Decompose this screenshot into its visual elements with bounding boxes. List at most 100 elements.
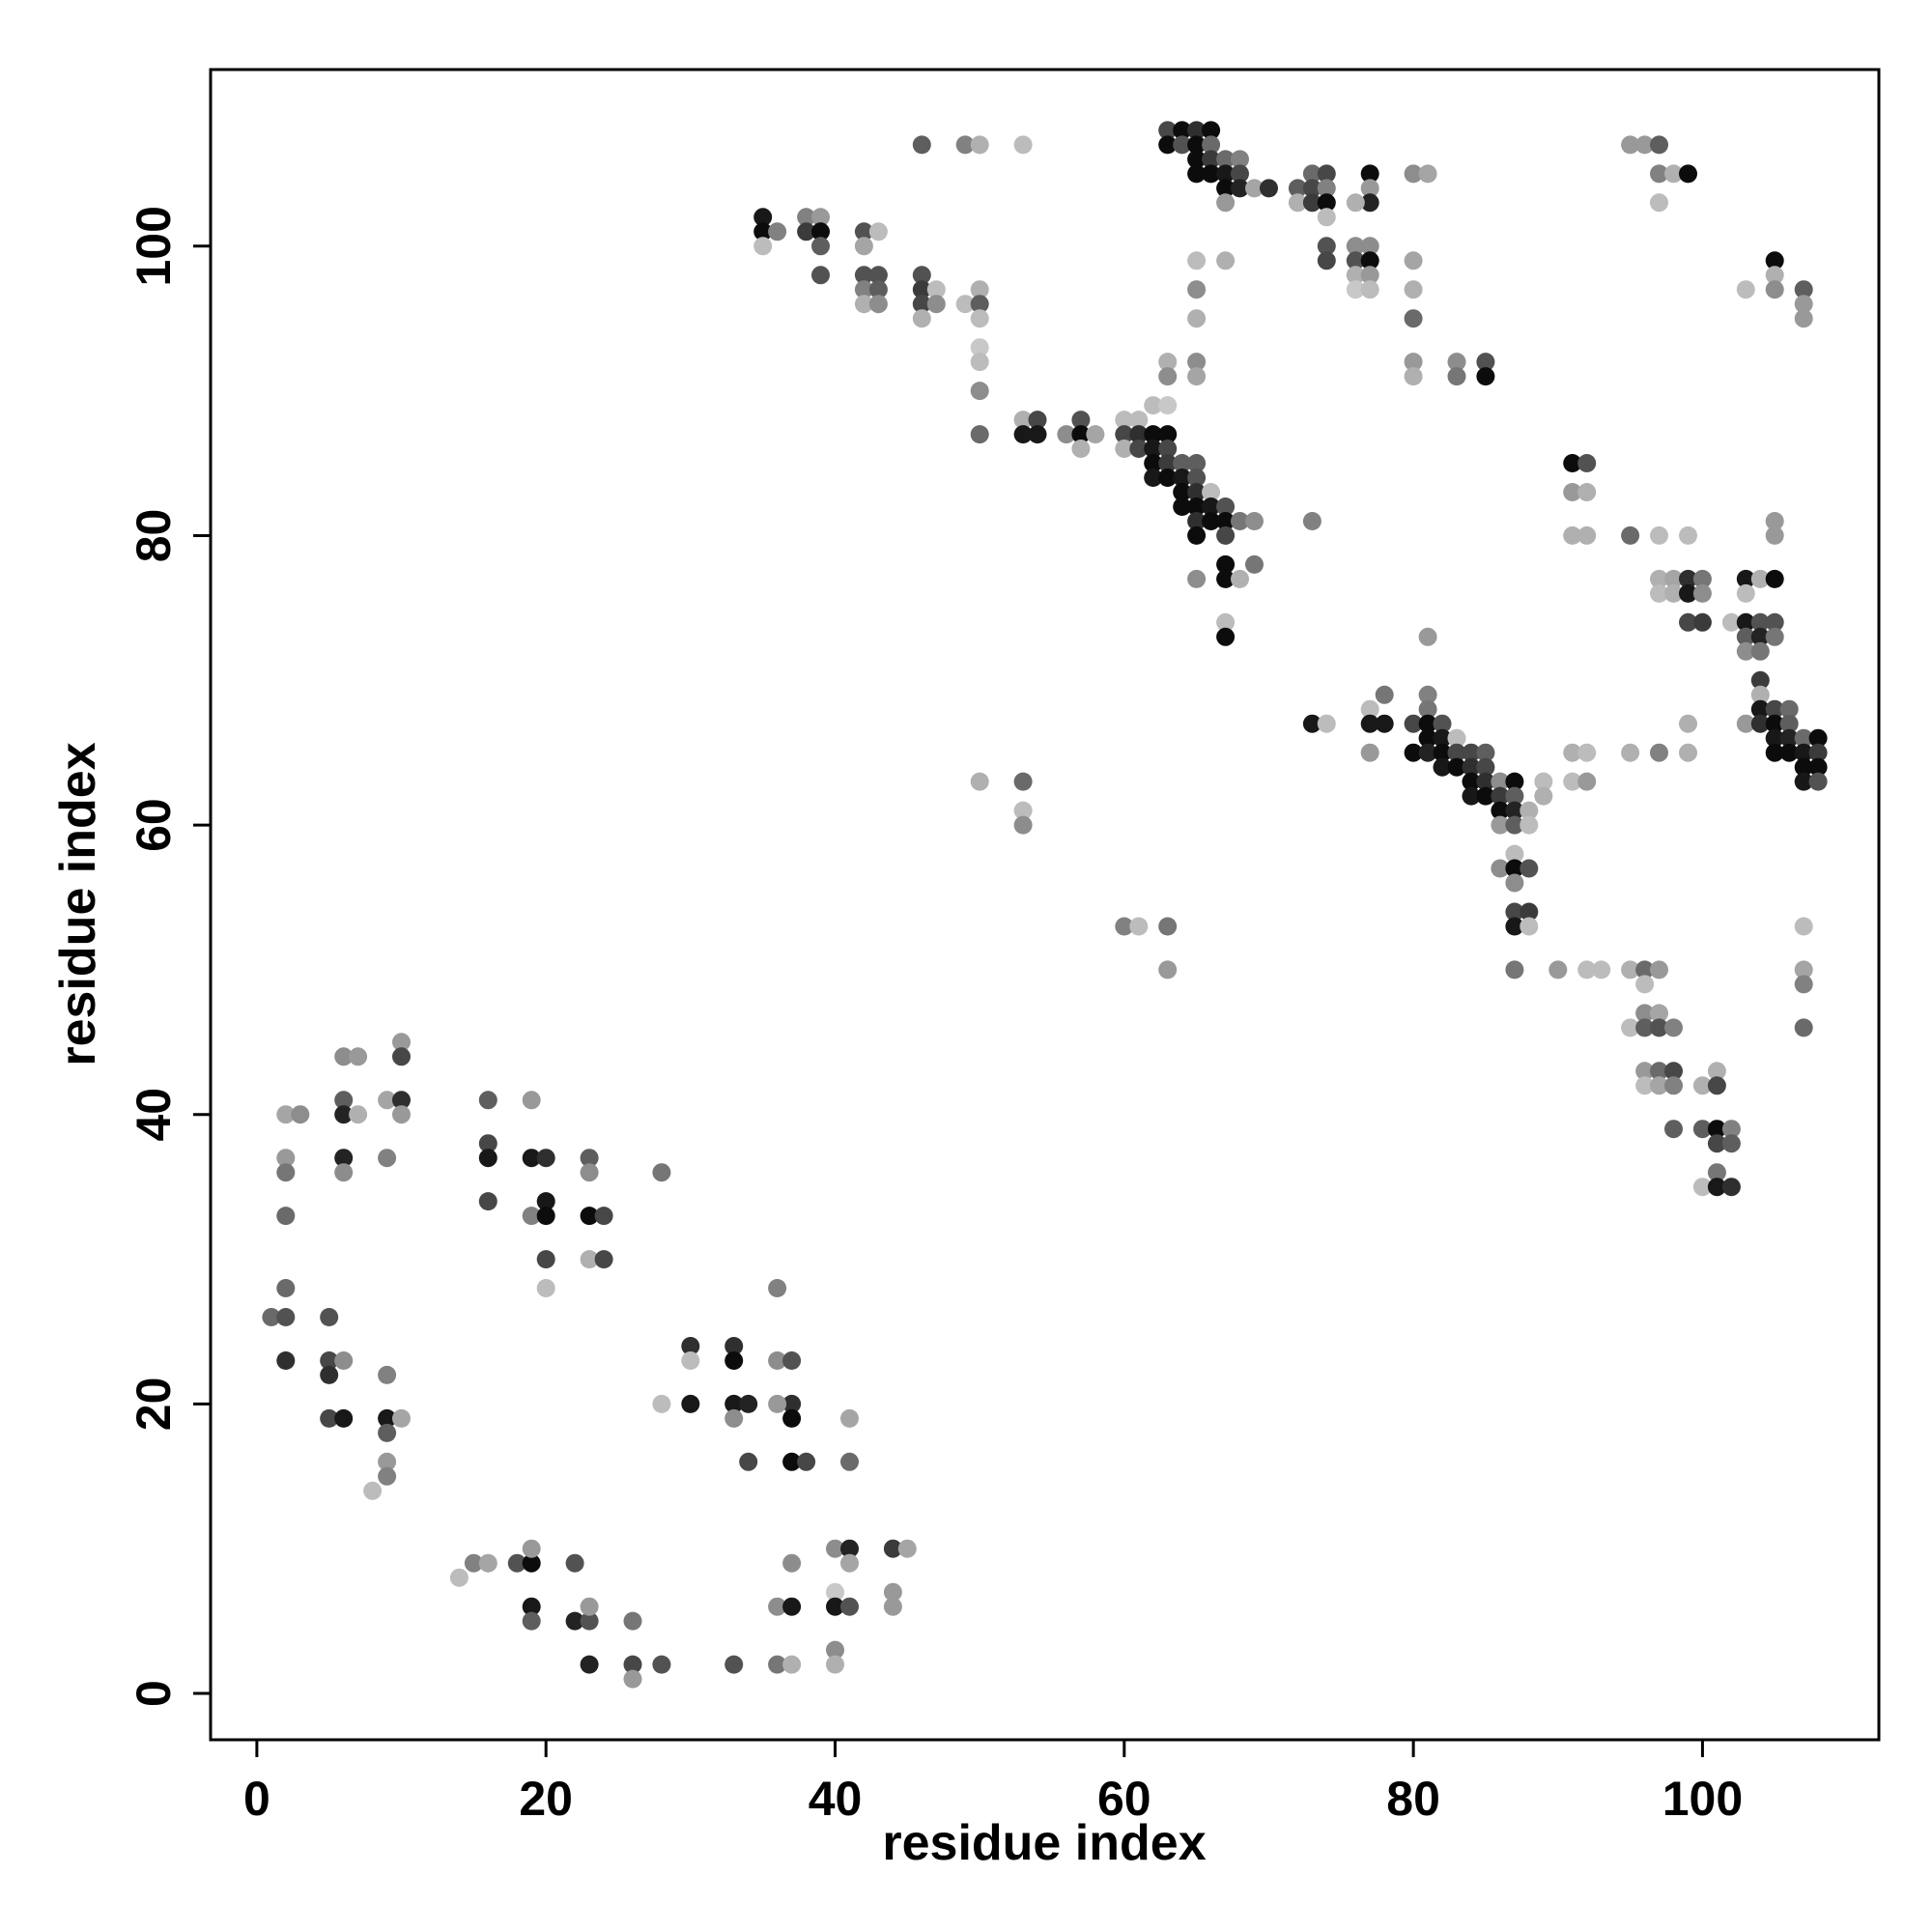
- contact-point: [1779, 743, 1799, 762]
- contact-point: [1346, 280, 1365, 299]
- contact-point: [1013, 772, 1033, 791]
- contact-point: [1404, 714, 1423, 733]
- contact-point: [1245, 179, 1264, 198]
- contact-point: [753, 208, 773, 227]
- contact-point: [840, 1452, 859, 1471]
- contact-point: [291, 1105, 310, 1124]
- contact-point: [536, 1250, 555, 1269]
- contact-point: [1621, 960, 1640, 980]
- contact-point: [1462, 743, 1481, 762]
- contact-point: [1202, 135, 1221, 155]
- contact-point: [1679, 526, 1697, 545]
- contact-point: [1115, 917, 1134, 936]
- contact-point: [1505, 772, 1524, 791]
- contact-point: [782, 1655, 802, 1674]
- contact-point: [1750, 714, 1770, 733]
- contact-point: [478, 1553, 497, 1573]
- contact-point: [739, 1452, 758, 1471]
- contact-point: [1476, 772, 1495, 791]
- y-tick-label: 60: [127, 798, 181, 852]
- contact-point: [1736, 583, 1755, 603]
- contact-point: [378, 1452, 397, 1471]
- contact-point: [1650, 1004, 1668, 1023]
- contact-point: [1692, 1076, 1712, 1095]
- contact-point: [392, 1033, 411, 1052]
- contact-point: [1173, 454, 1192, 472]
- contact-point: [1721, 1120, 1741, 1139]
- contact-point: [1302, 179, 1321, 198]
- contact-point: [1707, 1076, 1726, 1095]
- contact-point: [724, 1337, 744, 1355]
- contact-point: [1563, 772, 1582, 791]
- contact-point: [1664, 164, 1683, 184]
- contact-point: [1216, 150, 1236, 169]
- contact-point: [1071, 440, 1091, 458]
- contact-point: [1476, 743, 1495, 762]
- contact-point: [1216, 497, 1236, 516]
- contact-point: [868, 280, 888, 299]
- contact-point: [1346, 193, 1365, 213]
- contact-point: [1404, 164, 1423, 184]
- x-tick-label: 0: [243, 1772, 270, 1826]
- contact-point: [1173, 135, 1192, 155]
- contact-point: [1418, 627, 1437, 646]
- contact-point: [797, 208, 816, 227]
- contact-point: [1534, 772, 1553, 791]
- contact-point: [1563, 526, 1582, 545]
- contact-point: [334, 1163, 354, 1182]
- contact-point: [1187, 367, 1207, 386]
- contact-point: [1129, 440, 1149, 458]
- contact-point: [1692, 569, 1712, 588]
- contact-point: [1462, 757, 1481, 777]
- x-tick-label: 100: [1662, 1772, 1743, 1826]
- contact-point: [580, 1207, 599, 1226]
- contact-point: [1505, 844, 1524, 864]
- contact-point: [1679, 569, 1697, 588]
- contact-point: [1808, 772, 1828, 791]
- contact-point: [1360, 743, 1379, 762]
- contact-point: [1476, 757, 1495, 777]
- contact-point: [1317, 164, 1336, 184]
- contact-point: [1158, 425, 1178, 444]
- contact-point: [1563, 743, 1582, 762]
- contact-point: [797, 1452, 816, 1471]
- contact-point: [1216, 251, 1236, 270]
- contact-point: [1650, 583, 1668, 603]
- contact-point: [1013, 411, 1033, 430]
- contact-point: [1447, 367, 1466, 386]
- contact-point: [768, 1351, 787, 1370]
- contact-point: [970, 309, 989, 328]
- contact-point: [912, 266, 931, 285]
- contact-point: [854, 295, 873, 314]
- contact-point: [1360, 266, 1379, 285]
- contact-point: [782, 1553, 802, 1573]
- contact-point: [1779, 699, 1799, 719]
- contact-point: [1592, 960, 1611, 980]
- contact-point: [1302, 512, 1321, 530]
- contact-point: [1692, 612, 1712, 632]
- contact-point: [681, 1337, 700, 1355]
- contact-point: [826, 1582, 844, 1602]
- contact-point: [580, 1163, 599, 1182]
- contact-point: [1144, 396, 1163, 415]
- contact-point: [1346, 237, 1365, 256]
- contact-point: [782, 1408, 802, 1428]
- contact-point: [1520, 815, 1539, 835]
- contact-point: [840, 1408, 859, 1428]
- contact-point: [1765, 743, 1784, 762]
- contact-point: [276, 1351, 296, 1370]
- contact-point: [768, 1394, 787, 1413]
- contact-point: [378, 1423, 397, 1442]
- contact-point: [1794, 295, 1813, 314]
- contact-point: [1765, 266, 1784, 285]
- contact-point: [1736, 714, 1755, 733]
- x-tick-label: 80: [1386, 1772, 1440, 1826]
- y-axis: 0 20 40 60 80 100: [127, 206, 211, 1707]
- contact-point: [1317, 237, 1336, 256]
- contact-point: [1679, 612, 1697, 632]
- contact-point: [1505, 815, 1524, 835]
- contact-point: [1707, 1134, 1726, 1153]
- contact-point: [1491, 801, 1510, 820]
- contact-point: [1158, 135, 1178, 155]
- contact-point: [1505, 960, 1524, 980]
